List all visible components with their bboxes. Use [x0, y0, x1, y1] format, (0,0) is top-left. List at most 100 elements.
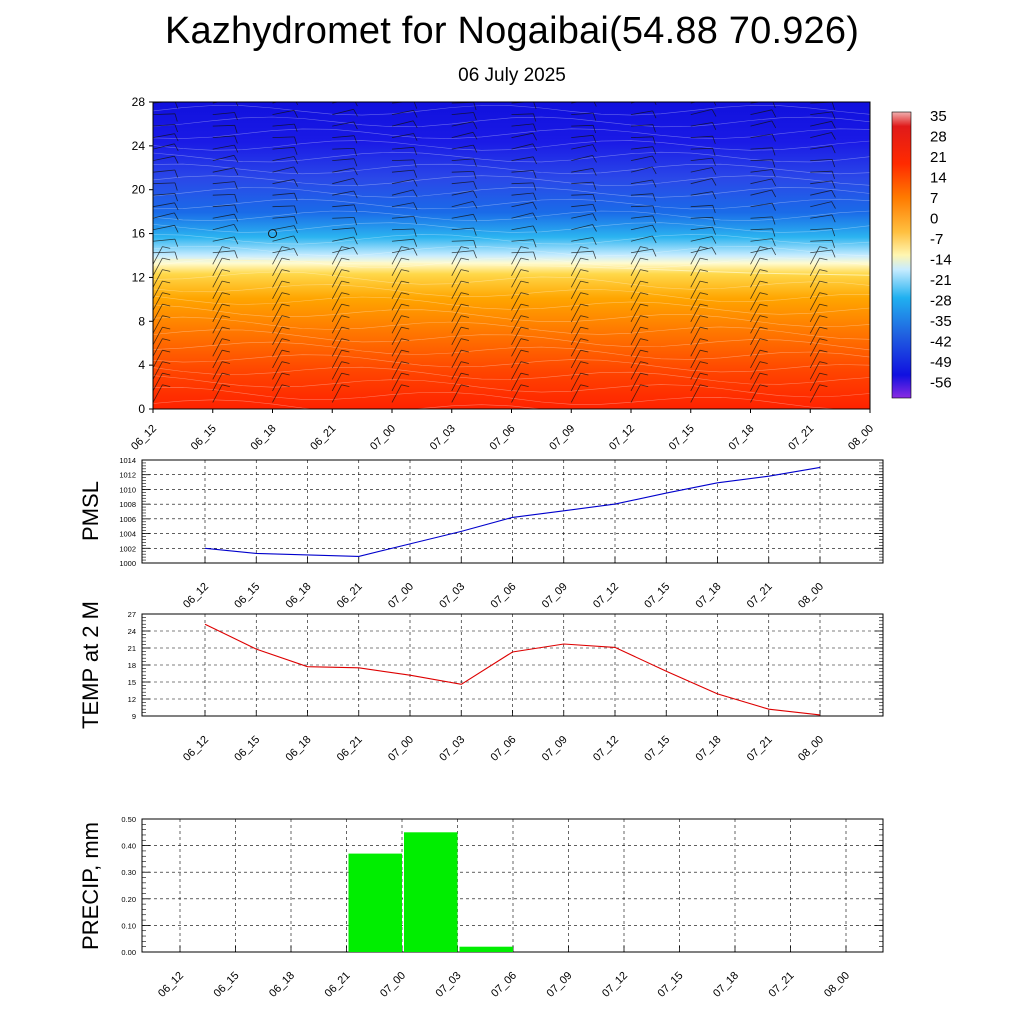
wind-barb-flag [640, 257, 649, 261]
wind-barb-flag [293, 248, 298, 256]
x-tick-label: 07_12 [591, 734, 621, 764]
wind-barb [391, 120, 414, 127]
wind-barb-flag [413, 133, 418, 141]
wind-barb-flag [640, 372, 649, 376]
wind-barb-flag [473, 112, 477, 121]
wind-barb [869, 148, 870, 150]
wind-barb [331, 269, 342, 288]
wind-barb-flag [772, 228, 776, 237]
wind-barb [332, 135, 355, 139]
x-tick-label: 07_18 [727, 423, 757, 453]
wind-barb-flag [640, 349, 649, 353]
wind-barb-flag [162, 361, 171, 364]
wind-barb [810, 249, 833, 254]
wind-barb-flag [413, 159, 417, 168]
wind-barb [391, 228, 415, 231]
x-tick-label: 08_00 [822, 970, 852, 1000]
isotherm-contour [153, 316, 870, 340]
wind-barb-flag [281, 338, 290, 341]
wind-barb [571, 155, 593, 162]
wind-barb-flag [772, 159, 776, 168]
x-tick-label: 06_15 [232, 581, 262, 611]
wind-barb [630, 235, 653, 242]
wind-barb [391, 246, 402, 265]
isotherm-contour [153, 271, 870, 290]
wind-barb [451, 171, 474, 173]
isotherm-contour [153, 116, 870, 128]
wind-barb-flag [580, 280, 589, 284]
wind-barb [690, 135, 713, 139]
wind-barb [630, 315, 641, 334]
wind-barb-flag [819, 303, 828, 307]
wind-barb [690, 167, 713, 173]
wind-barb [153, 133, 175, 139]
y-tick-label: 0 [138, 402, 145, 416]
wind-barb [272, 292, 283, 311]
y-tick-label: 18 [128, 661, 136, 670]
wind-barb-flag [592, 144, 597, 152]
isotherm-contour [153, 105, 870, 116]
x-tick-label: 06_15 [189, 423, 219, 453]
wind-barb [630, 350, 641, 369]
wind-barb-flag [831, 145, 836, 154]
wind-barb-flag [711, 247, 717, 255]
wind-barb-flag [819, 349, 828, 353]
freezing-level-line [153, 259, 870, 409]
wind-barb [391, 315, 402, 334]
wind-barb-flag [222, 269, 230, 272]
wind-barb [212, 246, 223, 265]
wind-barb [391, 109, 414, 116]
wind-barb [451, 144, 474, 150]
wind-barb [869, 367, 870, 368]
wind-barb [212, 327, 223, 346]
wind-barb [869, 217, 870, 219]
wind-barb [153, 338, 163, 357]
wind-barb-flag [341, 269, 350, 272]
wind-barb [153, 251, 176, 254]
wind-barb [869, 206, 870, 207]
colorbar-label: 35 [930, 108, 947, 125]
wind-barb [570, 361, 581, 380]
wind-barb-flag [234, 135, 238, 144]
wind-barb-flag [233, 236, 239, 245]
wind-barb [272, 350, 283, 369]
wind-barb-flag [461, 303, 469, 307]
colorbar-label: 28 [930, 129, 947, 146]
wind-barb [391, 248, 414, 254]
x-tick-label: 07_21 [767, 970, 797, 1000]
wind-barb-flag [652, 110, 657, 119]
wind-barb-flag [413, 147, 417, 156]
wind-barb [511, 246, 522, 265]
wind-barb [451, 201, 474, 208]
wind-barb-flag [293, 179, 298, 187]
wind-barb-flag [473, 171, 477, 180]
wind-barb [750, 361, 761, 380]
wind-barb [630, 280, 641, 299]
isotherm-contour [153, 222, 870, 233]
wind-barb-flag [520, 349, 529, 353]
wind-barb [750, 373, 761, 392]
wind-barb [272, 136, 295, 139]
wind-barb [212, 213, 235, 219]
wind-barb-flag [473, 144, 478, 153]
wind-barb-flag [281, 269, 290, 272]
wind-barb-flag [771, 247, 777, 256]
wind-barb [511, 156, 534, 162]
colorbar-label: 21 [930, 149, 947, 166]
wind-barb-flag [413, 248, 418, 256]
wind-barb-flag [592, 194, 596, 203]
wind-barb-flag [580, 326, 589, 330]
wind-barb-flag [520, 372, 529, 376]
wind-barb-flag [879, 316, 887, 318]
wind-barb [391, 257, 402, 276]
wind-barb-flag [412, 120, 418, 128]
wind-barb-flag [341, 303, 350, 307]
isotherm-contour [153, 151, 870, 163]
wind-barb [690, 327, 701, 346]
wind-barb-flag [174, 156, 179, 164]
wind-barb-flag [712, 136, 716, 144]
wind-barb [212, 167, 235, 173]
wind-barb-flag [759, 269, 768, 272]
wind-barb-flag [162, 292, 171, 295]
wind-barb [690, 350, 701, 369]
